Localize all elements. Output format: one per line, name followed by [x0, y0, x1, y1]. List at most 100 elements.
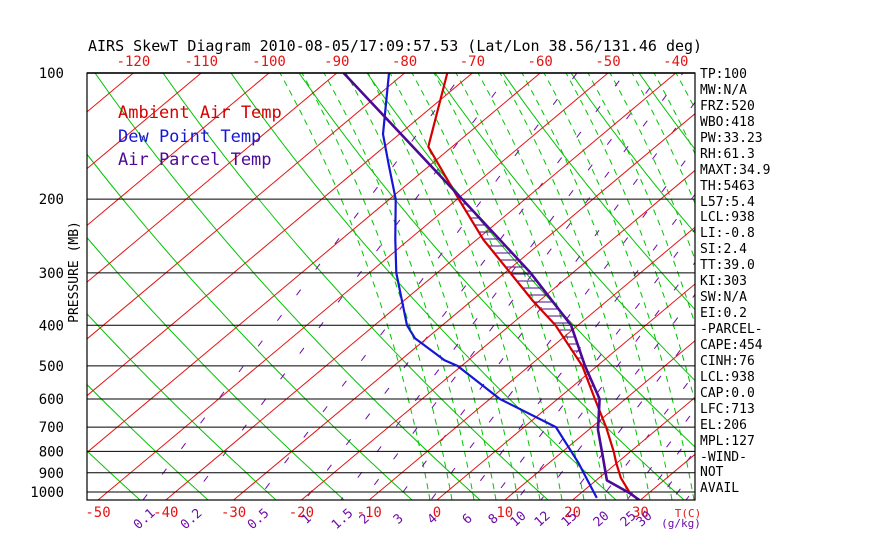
legend-item: Dew Point Temp [118, 126, 262, 147]
mixing-ratio-label: 6 [460, 511, 476, 527]
stats-panel: TP:100 MW:N/A FRZ:520 WBO:418 PW:33.23 RH:61.… [700, 67, 770, 497]
stat-line: LFC:713 [700, 401, 755, 417]
pressure-tick-label: 100 [39, 66, 64, 82]
bottom-axis-label: 20 [564, 505, 581, 521]
moist-adiabat-line [367, 73, 519, 500]
pressure-tick-label: 300 [39, 266, 64, 282]
isotherm-line [572, 396, 695, 500]
stat-line: MAXT:34.9 [700, 162, 771, 178]
dry-adiabat-line [298, 73, 685, 500]
isotherm-line [97, 73, 609, 500]
mixing-ratio-line [189, 73, 511, 500]
moist-adiabat-line [279, 73, 431, 500]
mixing-ratio-label: 12 [532, 509, 554, 531]
pressure-tick-label: 400 [39, 318, 64, 334]
stat-line: L57:5.4 [700, 194, 755, 210]
stat-line: WBO:418 [700, 114, 755, 130]
stat-line: TH:5463 [700, 178, 755, 194]
mixing-unit-label: (g/kg) [661, 517, 701, 530]
mixing-ratio-label: 1.5 [329, 506, 356, 533]
top-axis-label: -70 [460, 54, 485, 70]
pressure-tick-label: 700 [39, 420, 64, 436]
mixing-ratio-line [304, 73, 626, 500]
pressure-tick-label: 200 [39, 192, 64, 208]
dry-adiabat-line [87, 236, 345, 500]
bottom-axis-label: -20 [289, 505, 314, 521]
mixing-ratio-line [516, 261, 695, 500]
top-axis-label: -110 [184, 54, 218, 70]
dewpoint-curve [381, 73, 598, 499]
mixing-ratio-label: 0.5 [245, 506, 272, 533]
isotherm-line [436, 283, 695, 500]
top-axis-label: -80 [392, 54, 417, 70]
stat-line: MW:N/A [700, 82, 747, 98]
bottom-axis-label: 30 [632, 505, 649, 521]
top-axis-label: -90 [324, 54, 349, 70]
mixing-ratio-label: 20 [591, 509, 613, 531]
mixing-ratio-line [362, 73, 684, 500]
legend-item: Ambient Air Temp [118, 103, 282, 123]
isotherm-line [87, 73, 202, 170]
pressure-tick-label: 500 [39, 359, 64, 375]
stat-line: SI:2.4 [700, 242, 747, 258]
pressure-tick-label: 800 [39, 444, 64, 460]
stat-line: CINH:76 [700, 353, 755, 369]
legend: Ambient Air Temp Dew Point Temp Air Parcel… [118, 102, 282, 173]
mixing-ratio-label: 0.2 [178, 506, 205, 533]
dry-adiabat-line [502, 73, 695, 311]
stat-line: AVAIL [700, 481, 740, 497]
plot-border [86, 72, 696, 501]
page-title: AIRS SkewT Diagram 2010-08-05/17:09:57.5… [88, 37, 703, 55]
bottom-axis-label: -40 [153, 505, 178, 521]
stat-line: KI:303 [700, 274, 747, 290]
stat-line: SW:N/A [700, 290, 747, 306]
top-axis-label: -60 [528, 54, 553, 70]
stat-line: EL:206 [700, 417, 747, 433]
isotherm-line [504, 340, 695, 500]
stat-line: TT:39.0 [700, 258, 755, 274]
isotherm-line [301, 169, 695, 500]
dry-adiabat-line [775, 73, 870, 500]
legend-item: Air Parcel Temp [118, 150, 272, 170]
top-axis-label: -40 [663, 54, 688, 70]
stat-line: LI:-0.8 [700, 226, 755, 242]
isotherm-line [87, 73, 541, 454]
stat-line: PW:33.23 [700, 130, 763, 146]
pressure-tick-label: 900 [39, 466, 64, 482]
mixing-ratio-line [340, 73, 662, 500]
isotherm-line [368, 226, 695, 500]
stat-line: TP:100 [700, 67, 747, 82]
stat-line: CAP:0.0 [700, 385, 755, 401]
isotherm-line [87, 73, 473, 397]
mixing-ratio-line [465, 193, 695, 500]
stat-line: LCL:938 [700, 210, 755, 226]
bottom-axis-label: 0 [433, 505, 441, 521]
top-axis-label: -50 [595, 54, 620, 70]
stat-line: CAPE:454 [700, 337, 763, 353]
bottom-axis-label: -30 [221, 505, 246, 521]
parcel-temp-curve [342, 73, 641, 500]
dry-adiabat-line [230, 73, 617, 500]
stat-line: MPL:127 [700, 433, 755, 449]
dry-adiabat-line [87, 153, 413, 500]
dry-adiabat-line [87, 383, 209, 500]
stat-line: -WIND- [700, 449, 747, 465]
moist-adiabat-line [565, 73, 695, 405]
moist-adiabat-line [543, 73, 695, 500]
dry-adiabat-line [162, 73, 549, 500]
isotherm-line [165, 73, 677, 500]
bottom-axis-label: -10 [357, 505, 382, 521]
mixing-ratio-line [567, 329, 695, 500]
dry-adiabat-line [638, 73, 695, 150]
isotherm-line [87, 73, 338, 283]
stat-line: -PARCEL- [700, 322, 763, 337]
stat-line: FRZ:520 [700, 98, 755, 114]
isotherm-line [233, 113, 695, 500]
dry-adiabat-line [366, 73, 695, 448]
bottom-axis-label: 10 [496, 505, 513, 521]
stat-line: NOT [700, 465, 724, 481]
stat-line: RH:61.3 [700, 146, 755, 162]
dry-adiabat-line [94, 73, 481, 500]
